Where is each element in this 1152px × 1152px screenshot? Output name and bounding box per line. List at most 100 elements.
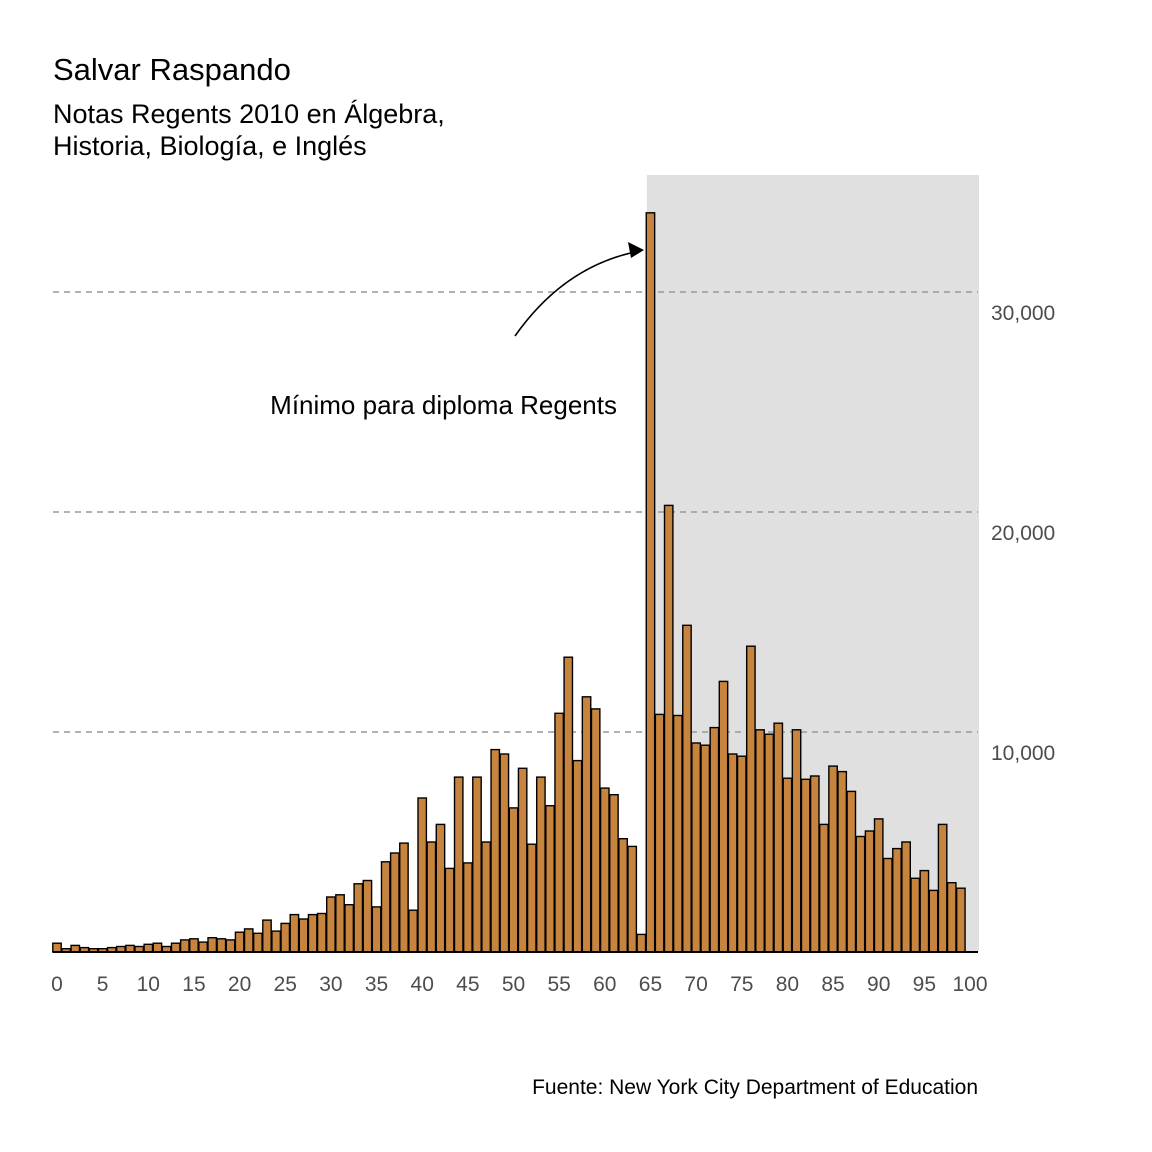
bar-62 xyxy=(618,838,628,953)
bar-74 xyxy=(727,753,738,953)
x-tick-label-95: 95 xyxy=(913,973,936,996)
bar-10 xyxy=(143,943,154,953)
chart-subtitle-line-1: Notas Regents 2010 en Álgebra, xyxy=(53,99,445,129)
y-tick-label-10000: 10,000 xyxy=(991,742,1055,765)
bar-91 xyxy=(882,857,893,953)
x-tick-label-75: 75 xyxy=(730,973,753,996)
bar-46 xyxy=(472,776,482,953)
bar-31 xyxy=(335,894,345,953)
bar-37 xyxy=(389,852,400,953)
bar-41 xyxy=(426,841,437,953)
bar-45 xyxy=(462,862,473,953)
bar-58 xyxy=(581,696,592,953)
bar-11 xyxy=(152,942,163,953)
bar-53 xyxy=(535,776,546,953)
bar-25 xyxy=(280,922,291,953)
bar-71 xyxy=(700,744,711,953)
x-tick-label-25: 25 xyxy=(274,973,297,996)
bar-49 xyxy=(499,753,510,953)
bar-20 xyxy=(234,931,245,953)
bar-22 xyxy=(252,932,263,953)
y-tick-label-20000: 20,000 xyxy=(991,522,1055,545)
chart-caption: Fuente: New York City Department of Educ… xyxy=(532,1076,978,1099)
bar-57 xyxy=(572,759,583,953)
bar-34 xyxy=(362,879,373,953)
bar-68 xyxy=(672,714,683,953)
bar-40 xyxy=(417,797,428,953)
bar-15 xyxy=(189,938,199,953)
bar-52 xyxy=(526,843,537,953)
x-tick-label-40: 40 xyxy=(411,973,434,996)
annotation-label: Mínimo para diploma Regents xyxy=(270,390,617,420)
annotation-arrowhead xyxy=(628,242,644,258)
bar-28 xyxy=(307,913,318,953)
bar-21 xyxy=(243,928,254,953)
bar-60 xyxy=(599,787,610,953)
bar-42 xyxy=(435,823,446,953)
x-tick-label-60: 60 xyxy=(593,973,616,996)
bar-48 xyxy=(490,748,501,953)
bar-93 xyxy=(901,841,911,953)
bar-88 xyxy=(855,835,866,953)
bar-51 xyxy=(517,767,528,953)
gridlines xyxy=(53,291,978,733)
x-tick-label-45: 45 xyxy=(456,973,479,996)
x-tick-label-15: 15 xyxy=(182,973,205,996)
x-tick-label-5: 5 xyxy=(97,973,109,996)
bar-35 xyxy=(371,906,382,953)
x-tick-label-70: 70 xyxy=(684,973,707,996)
bar-98 xyxy=(946,882,957,953)
bar-75 xyxy=(736,755,747,953)
bar-84 xyxy=(819,823,829,953)
bar-61 xyxy=(609,794,619,953)
bar-99 xyxy=(955,887,966,953)
bar-18 xyxy=(216,938,227,953)
bar-56 xyxy=(563,656,574,953)
bar-0 xyxy=(52,942,62,953)
bar-24 xyxy=(271,930,282,953)
bar-39 xyxy=(408,909,418,953)
bar-23 xyxy=(262,919,272,953)
x-tick-label-100: 100 xyxy=(952,973,987,996)
x-tick-label-30: 30 xyxy=(319,973,342,996)
bar-16 xyxy=(198,941,208,953)
bar-59 xyxy=(590,708,601,953)
x-tick-label-10: 10 xyxy=(137,973,160,996)
bar-73 xyxy=(718,680,729,953)
bar-70 xyxy=(691,742,701,953)
x-tick-labels: 0 5 10 15 20 25 30 35 40 45 50 55 60 65 70 75 80 85 90 95 10… xyxy=(51,973,987,996)
bar-69 xyxy=(682,624,692,953)
x-tick-label-90: 90 xyxy=(867,973,890,996)
bar-19 xyxy=(225,939,236,953)
bar-97 xyxy=(937,823,948,953)
bar-64 xyxy=(636,933,647,953)
x-tick-label-50: 50 xyxy=(502,973,525,996)
bar-50 xyxy=(508,807,519,953)
bar-83 xyxy=(809,775,820,953)
x-tick-label-0: 0 xyxy=(51,973,63,996)
bar-80 xyxy=(782,777,793,953)
bar-33 xyxy=(353,883,364,953)
chart-title: Salvar Raspando xyxy=(53,52,291,87)
chart-subtitle-line-2: Historia, Biología, e Inglés xyxy=(53,131,367,161)
bar-14 xyxy=(179,939,190,953)
bar-77 xyxy=(755,729,765,953)
y-tick-labels: 10,000 20,000 30,000 xyxy=(991,302,1055,765)
y-tick-label-30000: 30,000 xyxy=(991,302,1055,325)
bar-89 xyxy=(864,830,875,953)
bar-92 xyxy=(892,847,902,953)
bar-17 xyxy=(207,937,218,953)
bar-27 xyxy=(298,918,309,953)
bar-78 xyxy=(764,733,775,953)
bar-85 xyxy=(828,765,838,953)
bar-44 xyxy=(453,776,464,953)
x-tick-label-55: 55 xyxy=(547,973,570,996)
bar-86 xyxy=(837,770,848,953)
bar-82 xyxy=(800,778,811,953)
x-tick-label-65: 65 xyxy=(639,973,662,996)
bar-65 xyxy=(645,212,656,953)
bar-95 xyxy=(919,869,930,953)
bar-30 xyxy=(326,896,336,953)
bar-81 xyxy=(791,729,802,953)
